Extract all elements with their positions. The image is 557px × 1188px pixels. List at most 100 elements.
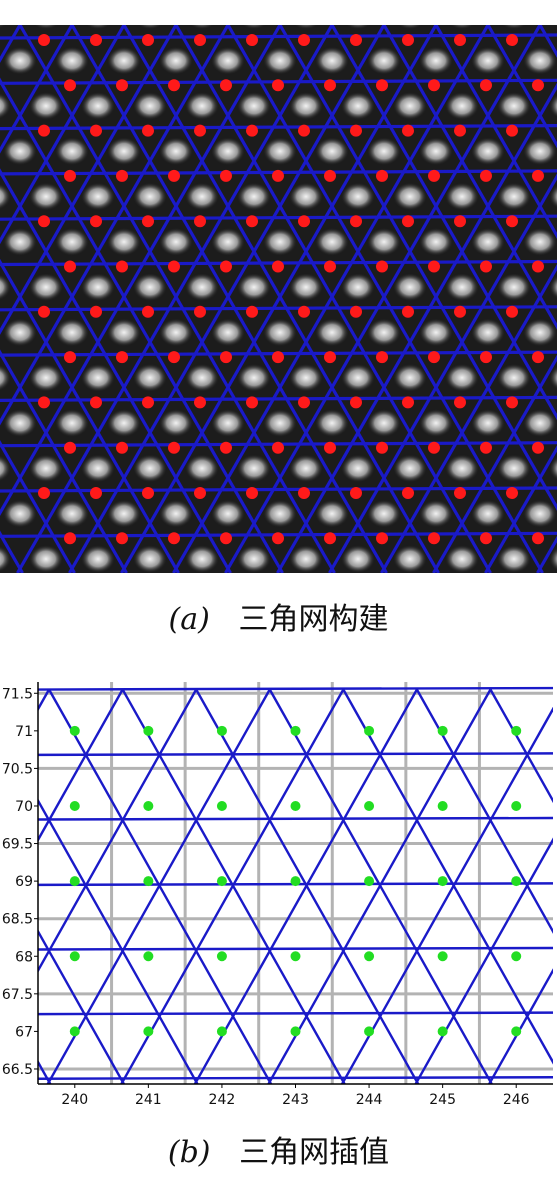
texture-blob (497, 273, 531, 302)
green-point (290, 951, 301, 962)
texture-blob (133, 454, 167, 483)
texture-blob (55, 46, 89, 75)
texture-blob (523, 137, 557, 166)
red-point (168, 79, 180, 92)
green-point (511, 951, 522, 962)
texture-blob (3, 409, 37, 438)
red-point-set (38, 34, 544, 545)
mesh-row-line (38, 946, 553, 951)
x-axis-ticks: 240 241 242 243 244 245 246 (61, 1084, 530, 1108)
red-point (246, 124, 258, 137)
texture-blob (211, 409, 245, 438)
texture-blob (189, 25, 215, 30)
green-point (437, 876, 448, 887)
texture-blob (159, 46, 193, 75)
red-point (90, 34, 102, 46)
red-point (480, 441, 492, 454)
texture-blob (523, 46, 557, 75)
texture-blob (549, 456, 557, 481)
texture-blob (55, 499, 89, 528)
texture-blob (289, 363, 323, 392)
red-point (38, 34, 50, 46)
mesh-diagonal-line (0, 25, 230, 426)
atomic-image-texture (0, 25, 557, 573)
mesh-diagonal-line (195, 688, 420, 1084)
mesh-diagonal-line (415, 688, 553, 934)
red-point (246, 34, 258, 46)
mesh-row-line (38, 752, 553, 757)
texture-blob (3, 318, 37, 347)
mesh-diagonal-line (0, 349, 128, 573)
green-point (216, 725, 227, 736)
green-point (216, 1026, 227, 1037)
mesh-diagonal-line (340, 706, 553, 1084)
texture-blob (497, 544, 531, 573)
red-point (428, 169, 440, 182)
texture-blob (237, 91, 271, 120)
red-point (402, 487, 414, 499)
red-point (376, 260, 388, 273)
texture-blob (497, 182, 531, 211)
texture-blob (393, 273, 427, 302)
texture-blob (159, 499, 193, 528)
texture-blob (29, 182, 63, 211)
texture-blob (81, 363, 115, 392)
red-point (532, 169, 544, 182)
red-point (376, 169, 388, 182)
texture-blob (549, 365, 557, 390)
green-point (69, 1026, 80, 1037)
texture-blob (237, 363, 271, 392)
texture-blob (159, 318, 193, 347)
red-point (402, 305, 414, 318)
green-point (364, 951, 375, 962)
texture-blob (293, 25, 319, 30)
texture-blob (471, 137, 505, 166)
texture-blob (29, 454, 63, 483)
red-point (428, 351, 440, 364)
texture-blob (367, 46, 401, 75)
red-point (116, 351, 128, 364)
red-point (272, 260, 284, 273)
texture-blob (393, 182, 427, 211)
texture-blob (471, 409, 505, 438)
mesh-diagonal-line (38, 928, 126, 1084)
texture-blob (3, 46, 37, 75)
y-tick-label: 70.5 (2, 761, 33, 777)
texture-blob (549, 547, 557, 571)
red-point (168, 260, 180, 273)
red-point (220, 351, 232, 364)
red-point (90, 396, 102, 409)
texture-blob (3, 499, 37, 528)
red-point (64, 441, 76, 454)
red-point (194, 396, 206, 409)
red-point (324, 351, 336, 364)
red-point (38, 215, 50, 228)
red-point (220, 441, 232, 454)
texture-blob (29, 91, 63, 120)
red-point (220, 79, 232, 92)
red-point (272, 169, 284, 182)
green-point (290, 876, 301, 887)
texture-blob (107, 409, 141, 438)
texture-blob (0, 25, 7, 29)
texture-blob (263, 137, 297, 166)
red-point (142, 34, 154, 46)
mesh-diagonal-line (489, 688, 553, 804)
green-point (69, 951, 80, 962)
red-point (480, 532, 492, 545)
texture-blob (133, 273, 167, 302)
red-point (168, 169, 180, 182)
red-point (272, 441, 284, 454)
red-point (38, 124, 50, 137)
texture-blob (185, 363, 219, 392)
red-point (350, 305, 362, 318)
red-point (298, 305, 310, 318)
mesh-construction-panel (0, 25, 557, 573)
texture-blob (0, 545, 11, 573)
texture-blob (289, 544, 323, 573)
texture-blob (471, 499, 505, 528)
mesh-diagonal-line (0, 25, 178, 335)
mesh-diagonal-line (172, 25, 490, 573)
red-point (324, 532, 336, 545)
mesh-diagonal-line (0, 439, 76, 573)
